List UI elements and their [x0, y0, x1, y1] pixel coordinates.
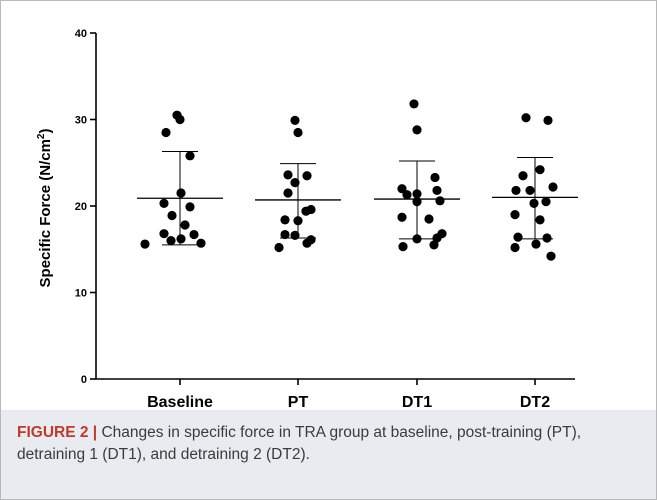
data-point: [546, 251, 556, 261]
caption-text: Changes in specific force in TRA group a…: [17, 424, 582, 463]
data-point: [140, 239, 150, 249]
data-point: [432, 233, 442, 243]
data-point: [185, 202, 195, 212]
data-point: [293, 127, 303, 138]
data-point: [302, 238, 312, 248]
data-point: [167, 210, 177, 221]
data-point: [412, 189, 422, 199]
data-point: [529, 198, 539, 209]
data-point: [302, 171, 312, 181]
y-tick-label: 40: [75, 28, 87, 40]
data-point: [435, 196, 445, 206]
data-point: [290, 115, 300, 125]
figure-caption: FIGURE 2 | Changes in specific force in …: [17, 422, 639, 466]
data-point: [412, 234, 422, 244]
data-point: [290, 178, 300, 188]
y-tick-label: 0: [81, 374, 87, 386]
data-point: [531, 239, 541, 249]
chart-marks: [137, 99, 578, 261]
group-baseline: [137, 110, 223, 249]
data-point: [430, 172, 440, 183]
data-point: [511, 185, 521, 196]
data-point: [397, 212, 407, 222]
data-point: [510, 242, 520, 253]
y-tick-label: 10: [75, 288, 87, 300]
data-point: [535, 165, 545, 175]
data-point: [180, 220, 190, 230]
data-point: [301, 206, 311, 216]
data-point: [525, 185, 535, 196]
data-point: [409, 99, 419, 109]
data-point: [290, 230, 300, 241]
data-point: [424, 214, 434, 224]
data-point: [535, 215, 545, 225]
x-tick-label: DT1: [402, 394, 432, 410]
data-point: [293, 216, 303, 226]
data-point: [513, 232, 523, 242]
data-point: [280, 215, 290, 225]
y-tick-label: 20: [75, 201, 87, 213]
x-tick-label: PT: [288, 394, 309, 410]
group-pt: [255, 115, 341, 253]
data-point: [189, 229, 199, 240]
data-point: [274, 242, 284, 253]
data-point: [280, 229, 290, 240]
data-point: [429, 240, 439, 250]
group-dt2: [492, 113, 578, 261]
y-axis-label: Specific Force (N/cm2): [36, 129, 54, 288]
data-point: [166, 236, 176, 246]
data-point: [412, 125, 422, 135]
data-point: [161, 127, 171, 138]
x-tick-label: Baseline: [147, 394, 213, 410]
data-point: [521, 113, 531, 123]
group-dt1: [374, 99, 460, 252]
data-point: [176, 188, 186, 198]
data-point: [159, 198, 169, 209]
data-point: [176, 234, 186, 244]
data-point: [397, 184, 407, 194]
data-point: [432, 185, 442, 196]
data-point: [518, 171, 528, 181]
caption-box: [1, 410, 656, 499]
data-point: [510, 210, 520, 220]
data-point: [548, 182, 558, 192]
data-point: [159, 229, 169, 239]
data-point: [283, 188, 293, 198]
data-point: [196, 238, 206, 248]
data-point: [283, 170, 293, 180]
data-point: [412, 197, 422, 207]
data-point: [402, 190, 412, 200]
data-point: [398, 242, 408, 252]
data-point: [542, 233, 552, 243]
axes: 0 10 20 30 40 Baseline PT DT1 DT2: [75, 28, 575, 410]
y-tick-label: 30: [75, 115, 87, 127]
data-point: [185, 151, 195, 161]
data-point: [175, 114, 185, 125]
data-point: [543, 115, 553, 125]
data-point: [541, 197, 551, 207]
specific-force-chart: 0 10 20 30 40 Baseline PT DT1 DT2 Specific Force…: [36, 28, 578, 410]
x-tick-label: DT2: [520, 394, 550, 410]
figure-label: FIGURE 2 |: [17, 424, 98, 441]
